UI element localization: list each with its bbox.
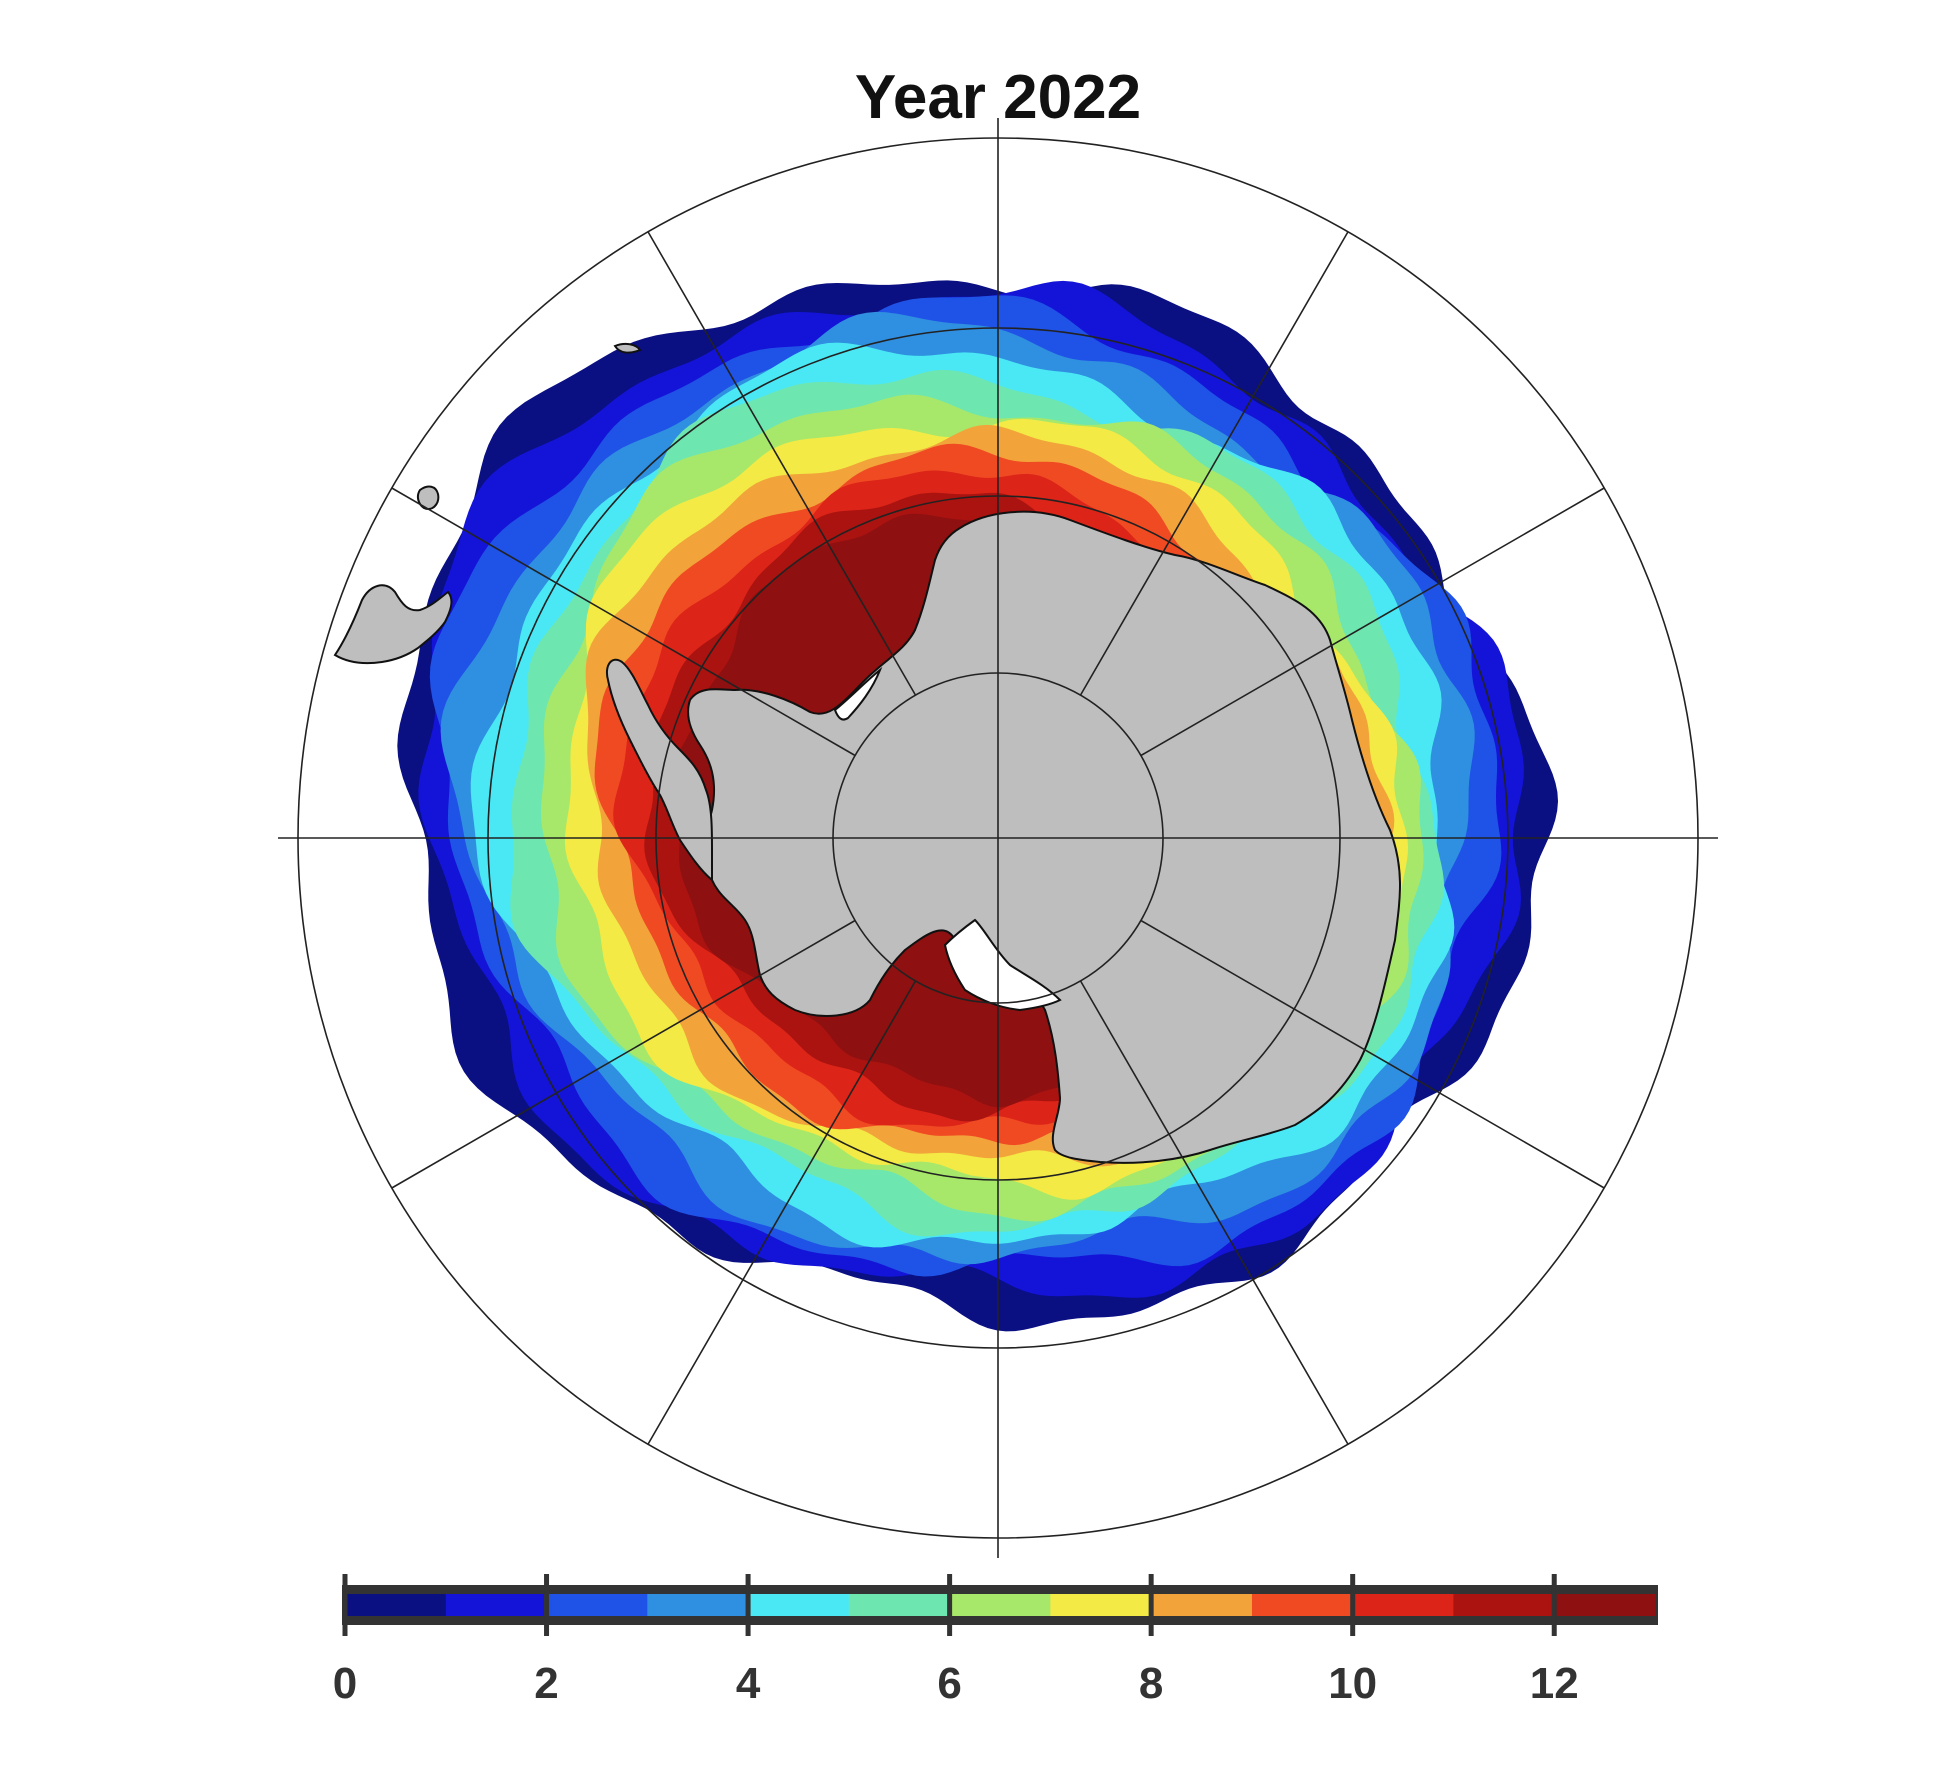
- colorbar-tick-label: 0: [333, 1659, 357, 1708]
- colorbar-tick-label: 6: [937, 1659, 961, 1708]
- meridian-line: [1140, 487, 1605, 757]
- colorbar-bin: [647, 1594, 749, 1616]
- colorbar-bin: [1050, 1594, 1152, 1616]
- colorbar-bin: [1151, 1594, 1253, 1616]
- meridian-line: [391, 919, 856, 1189]
- meridian-line: [1079, 980, 1349, 1445]
- colorbar: 0 2 4 6 8 10 12: [333, 1574, 1658, 1708]
- south-georgia: [613, 342, 642, 354]
- colorbar-bin: [1554, 1594, 1656, 1616]
- colorbar-bin: [748, 1594, 850, 1616]
- antarctic-peninsula: [606, 658, 713, 883]
- south-america-tip: [333, 584, 453, 665]
- colorbar-bin: [546, 1594, 648, 1616]
- colorbar-tick-label: 4: [736, 1659, 761, 1708]
- meridian-line: [647, 231, 917, 696]
- colorbar-bin: [345, 1594, 447, 1616]
- colorbar-bin: [445, 1594, 548, 1616]
- falkland-islands: [416, 485, 440, 510]
- weddell-ice-shelf: [833, 666, 883, 721]
- colorbar-tick-label: 12: [1530, 1659, 1579, 1708]
- graticule: [278, 118, 1718, 1558]
- colorbar-bin: [949, 1594, 1051, 1616]
- meridian-line: [1140, 919, 1605, 1189]
- colorbar-bin: [1251, 1594, 1354, 1616]
- colorbar-bin: [848, 1594, 951, 1616]
- meridian-line: [391, 487, 856, 757]
- meridian-line: [1079, 231, 1349, 696]
- colorbar-tick-label: 8: [1139, 1659, 1163, 1708]
- ross-ice-shelf: [943, 918, 1062, 1012]
- colorbar-tick-label: 2: [534, 1659, 558, 1708]
- colorbar-tick-label: 10: [1328, 1659, 1377, 1708]
- colorbar-bin: [1352, 1594, 1454, 1616]
- colorbar-bin: [1453, 1594, 1555, 1616]
- meridian-line: [647, 980, 917, 1445]
